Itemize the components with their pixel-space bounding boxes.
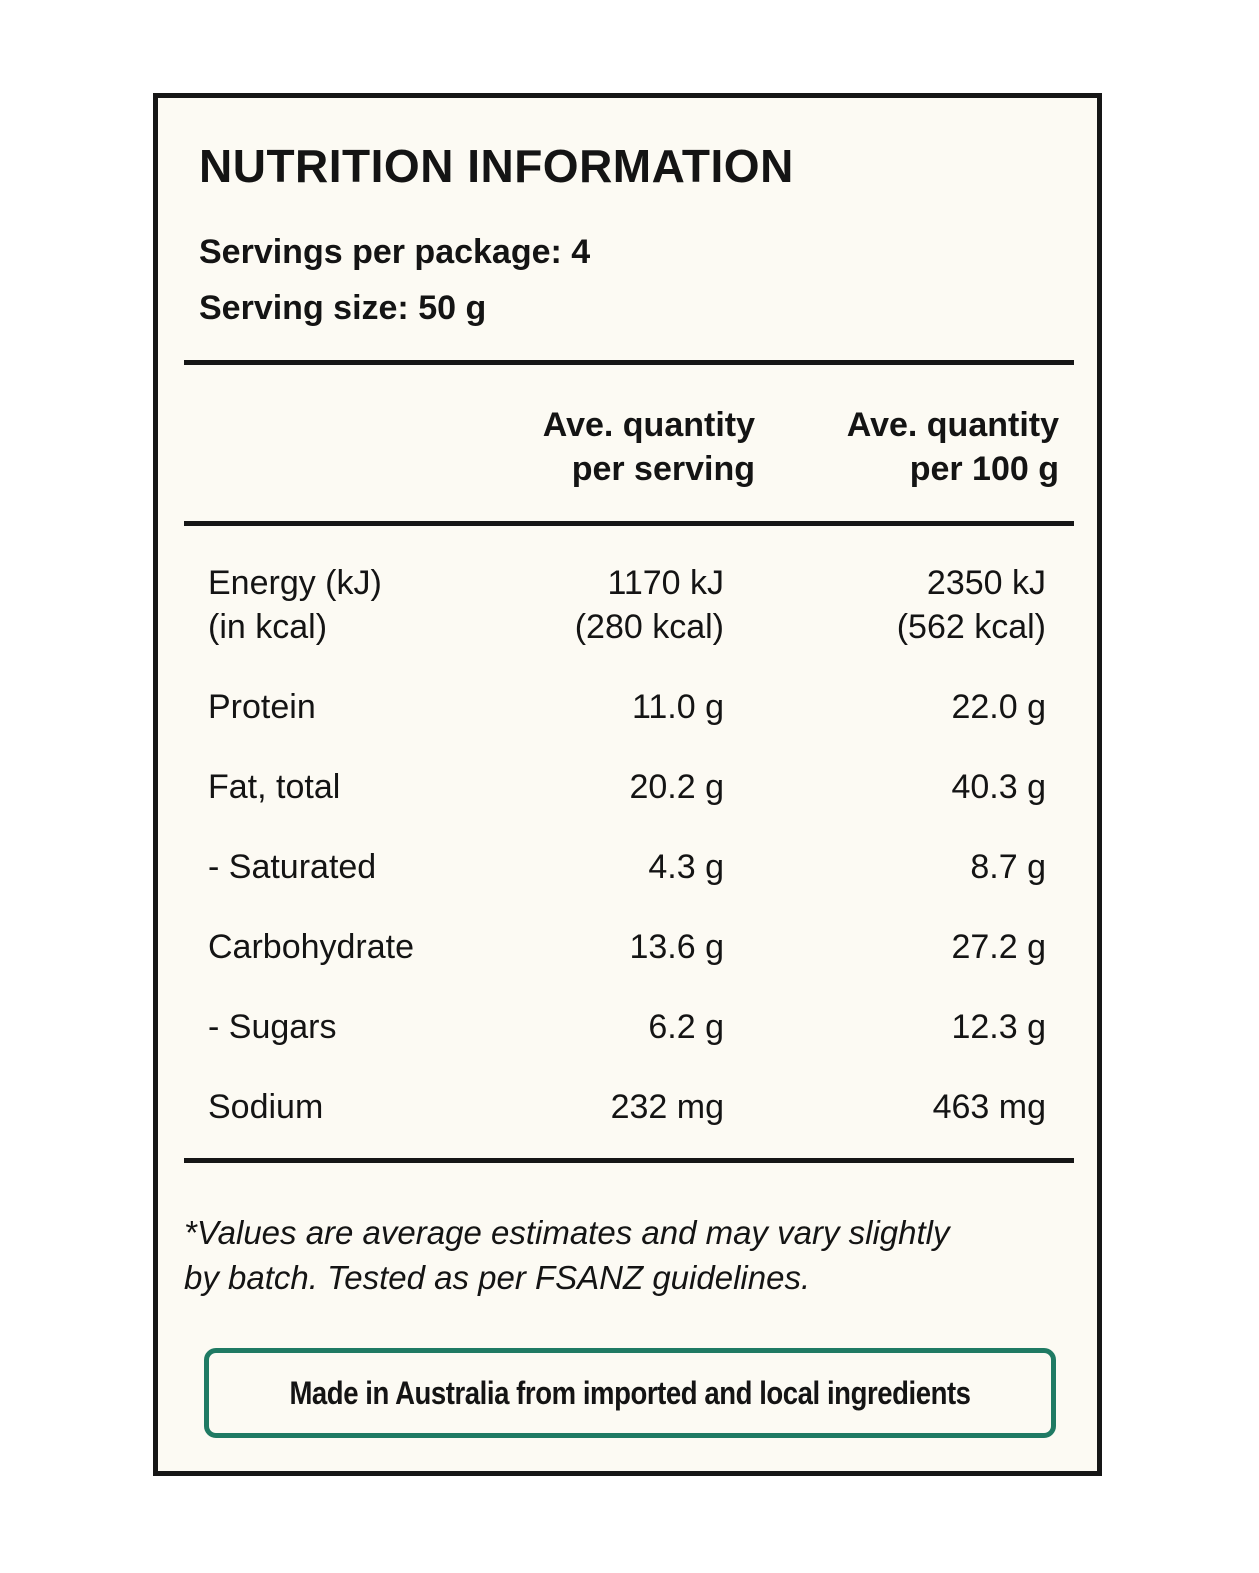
column-header-line: per 100 g <box>909 450 1059 488</box>
value-per-serving: 6.2 g <box>648 1008 724 1046</box>
value-per-serving: 11.0 g <box>631 688 724 726</box>
value-line: 1170 kJ <box>607 564 724 602</box>
value-per-100g: 12.3 g <box>951 1008 1046 1046</box>
country-of-origin-statement: Made in Australia from imported and loca… <box>289 1374 971 1411</box>
footnote: *Values are average estimates and may va… <box>184 1210 1084 1300</box>
nutrient-name: Sodium <box>208 1088 324 1126</box>
value-per-100g: 27.2 g <box>951 928 1046 966</box>
nutrient-name: Protein <box>208 688 316 726</box>
value-per-100g: 22.0 g <box>951 688 1046 726</box>
nutrient-name: Energy (kJ) (in kcal) <box>208 561 382 649</box>
value-line: (562 kcal) <box>896 608 1046 646</box>
divider-top <box>184 360 1074 365</box>
column-header-line: per serving <box>571 450 755 488</box>
nutrient-name: - Sugars <box>208 1008 337 1046</box>
country-of-origin-box: Made in Australia from imported and loca… <box>204 1348 1056 1438</box>
nutrient-name-line: (in kcal) <box>208 608 328 646</box>
value-per-serving: 13.6 g <box>629 928 724 966</box>
column-header-line: Ave. quantity <box>846 406 1059 444</box>
value-per-serving: 20.2 g <box>629 768 724 806</box>
servings-per-package: Servings per package: 4 <box>199 233 591 271</box>
nutrient-name-line: Energy (kJ) <box>208 564 382 602</box>
value-line: (280 kcal) <box>574 608 724 646</box>
footnote-line: by batch. Tested as per FSANZ guidelines… <box>184 1259 811 1296</box>
value-per-100g: 8.7 g <box>970 848 1046 886</box>
serving-size: Serving size: 50 g <box>199 289 487 327</box>
value-per-100g: 2350 kJ (562 kcal) <box>897 561 1046 649</box>
nutrient-name: - Saturated <box>208 848 377 886</box>
value-line: 2350 kJ <box>926 564 1046 602</box>
nutrient-name: Fat, total <box>208 768 341 806</box>
value-per-serving: 4.3 g <box>648 848 724 886</box>
column-header-per-100g: Ave. quantity per 100 g <box>847 403 1059 491</box>
value-per-100g: 40.3 g <box>951 768 1046 806</box>
nutrition-panel: NUTRITION INFORMATION Servings per packa… <box>153 93 1102 1476</box>
divider-header <box>184 521 1074 526</box>
footnote-line: *Values are average estimates and may va… <box>184 1214 950 1251</box>
nutrient-name: Carbohydrate <box>208 928 415 966</box>
value-per-100g: 463 mg <box>932 1088 1046 1126</box>
value-per-serving: 232 mg <box>610 1088 724 1126</box>
column-header-line: Ave. quantity <box>542 406 755 444</box>
panel-title: NUTRITION INFORMATION <box>199 140 794 192</box>
value-per-serving: 1170 kJ (280 kcal) <box>575 561 724 649</box>
column-header-per-serving: Ave. quantity per serving <box>543 403 755 491</box>
divider-bottom <box>184 1158 1074 1163</box>
